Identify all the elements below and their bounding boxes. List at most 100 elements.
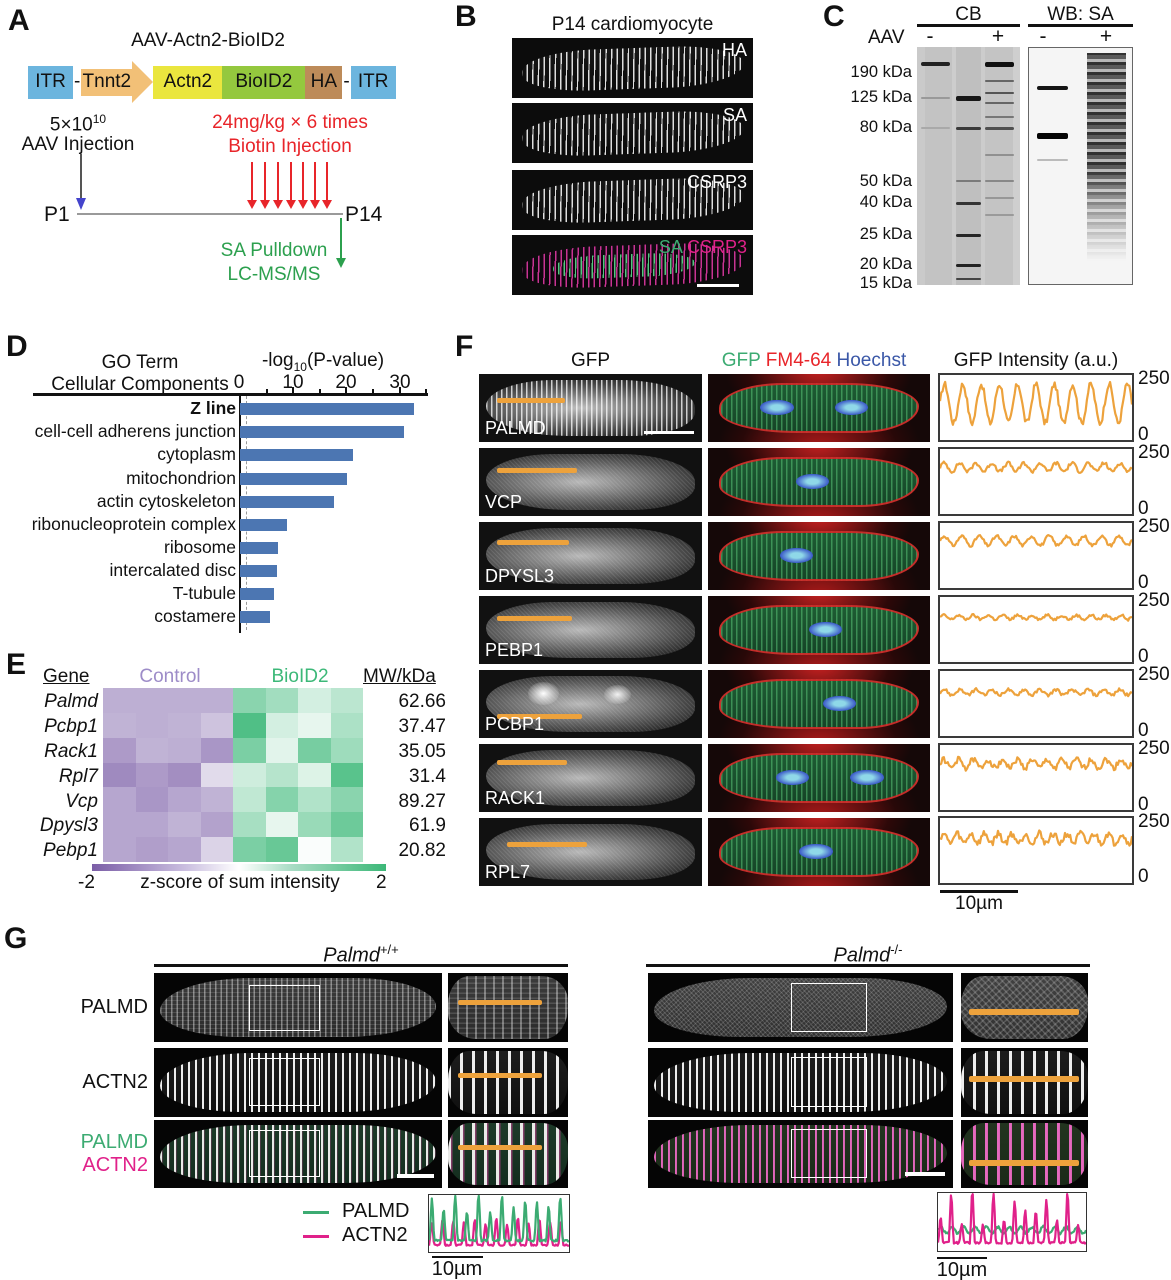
- colorbar-max: 2: [376, 872, 387, 893]
- intensity-plot: [938, 373, 1134, 442]
- mw-value: 31.4: [409, 766, 446, 787]
- gene-label: Rpl7: [58, 766, 98, 787]
- heatmap-cell: [135, 812, 168, 838]
- mw-value: 89.27: [398, 791, 446, 812]
- merge-image: [708, 670, 930, 738]
- wb-underline: [1028, 24, 1133, 27]
- panel-c-letter: C: [823, 0, 845, 33]
- construct-dash2: -: [343, 71, 350, 92]
- mw-value: 35.05: [398, 741, 446, 762]
- aav-injection-label: AAV Injection: [21, 134, 135, 155]
- linescan-bar: [497, 540, 569, 545]
- y-min-label: 0: [1138, 794, 1149, 815]
- heatmap-cell: [200, 712, 233, 738]
- scale-bar-line: [432, 1256, 483, 1258]
- cardiomyocyte-shape: [485, 602, 696, 658]
- go-bar-label: cytoplasm: [157, 444, 236, 465]
- panel-b-title: P14 cardiomyocyte: [551, 14, 714, 35]
- heatmap-cell: [298, 688, 331, 713]
- blot-band: [956, 180, 981, 183]
- blot-smear: [1086, 52, 1126, 275]
- nucleus: [822, 695, 857, 712]
- scale-bar-line: [940, 890, 1018, 893]
- cardiomyocyte-shape: [520, 108, 745, 158]
- y-max-label: 250: [1138, 442, 1170, 463]
- lane-sign: -: [926, 25, 934, 48]
- gfp-image: PCBP1: [479, 670, 702, 738]
- mw-value: 20.82: [398, 840, 446, 861]
- go-bar-label: ribosome: [164, 537, 236, 558]
- heatmap-cell: [103, 812, 136, 838]
- gene-label: Vcp: [65, 791, 98, 812]
- ko-merge-crop: [961, 1120, 1088, 1188]
- construct-actn2: Actn2: [153, 65, 223, 99]
- coomassie-blot: [917, 47, 1020, 285]
- roi-box: [791, 982, 867, 1032]
- axis-tick: [292, 387, 294, 393]
- legend-line-actn2: [303, 1235, 329, 1238]
- biotin-dose: 24mg/kg × 6 times: [212, 112, 368, 133]
- go-bar-label: costamere: [154, 606, 236, 627]
- construct-dash1: -: [74, 71, 81, 92]
- nucleus: [799, 843, 833, 860]
- wb-sa-header: WB: SA: [1047, 4, 1114, 25]
- zoom-region: [448, 1050, 568, 1115]
- scale-bar: [644, 430, 694, 434]
- cell-shape: [719, 604, 919, 656]
- gfp-image: PALMD: [479, 374, 702, 442]
- heatmap-cell: [233, 737, 266, 763]
- construct-tnnt2: Tnnt2: [81, 68, 133, 96]
- blot-band: [921, 96, 950, 99]
- go-bar: [240, 587, 275, 600]
- mw-label: 25 kDa: [859, 225, 912, 243]
- pvalue-axis-title: -log10(P-value): [261, 350, 385, 374]
- timeline-line: [77, 213, 343, 215]
- streptavidin-blot: [1028, 47, 1133, 285]
- zoom-region: [961, 1050, 1088, 1115]
- bright-nucleus: [528, 682, 560, 706]
- ko-actn2-crop: [961, 1048, 1088, 1117]
- go-bar-row: actin cytoskeleton: [0, 490, 335, 513]
- go-bar: [240, 541, 278, 554]
- heatmap-cell: [330, 762, 363, 788]
- tnnt2-promoter-arrow: Tnnt2: [81, 61, 154, 103]
- construct-bioid2: BioID2: [222, 65, 306, 99]
- gfp-image: VCP: [479, 448, 702, 516]
- intensity-plot: [938, 447, 1134, 516]
- ko-group-underline: [646, 964, 1090, 967]
- tnnt2-arrow-head-icon: [132, 61, 154, 103]
- heatmap-cell: [233, 762, 266, 788]
- mw-header: MW/kDa: [363, 666, 436, 687]
- biotin-injection-label: Biotin Injection: [228, 136, 352, 157]
- panel-a-title: AAV-Actn2-BioID2: [131, 30, 285, 51]
- heatmap-cell: [135, 688, 168, 713]
- timeline-p14: P14: [345, 203, 383, 226]
- heatmap-cell: [200, 737, 233, 763]
- heatmap-cell: [233, 712, 266, 738]
- heatmap-cell: [265, 688, 298, 713]
- linescan-bar: [497, 468, 577, 473]
- go-bar-row: Z line: [0, 397, 414, 420]
- blot-band: [984, 196, 1014, 199]
- heatmap-cell: [168, 737, 201, 763]
- roi-box: [791, 1128, 867, 1179]
- proteomics-heatmap: [103, 688, 363, 862]
- go-bar: [240, 448, 353, 461]
- heatmap-cell: [298, 712, 331, 738]
- cardiomyocyte-shape: [159, 977, 437, 1038]
- cardiomyocyte-shape: [485, 676, 696, 732]
- heatmap-cell: [103, 688, 136, 713]
- aav-lane-label: AAV: [868, 27, 905, 48]
- wt-palmd-image: [154, 973, 442, 1042]
- ko-actn2-image: [648, 1048, 953, 1117]
- heatmap-cell: [330, 787, 363, 813]
- linescan-bar: [507, 842, 587, 847]
- go-bar-label: ribonucleoprotein complex: [31, 514, 236, 535]
- nucleus: [760, 399, 794, 416]
- y-max-label: 250: [1138, 738, 1170, 759]
- nucleus: [834, 399, 868, 416]
- go-bar: [240, 610, 270, 623]
- heatmap-cell: [200, 837, 233, 862]
- intensity-plot: [938, 743, 1134, 812]
- heatmap-cell: [103, 787, 136, 813]
